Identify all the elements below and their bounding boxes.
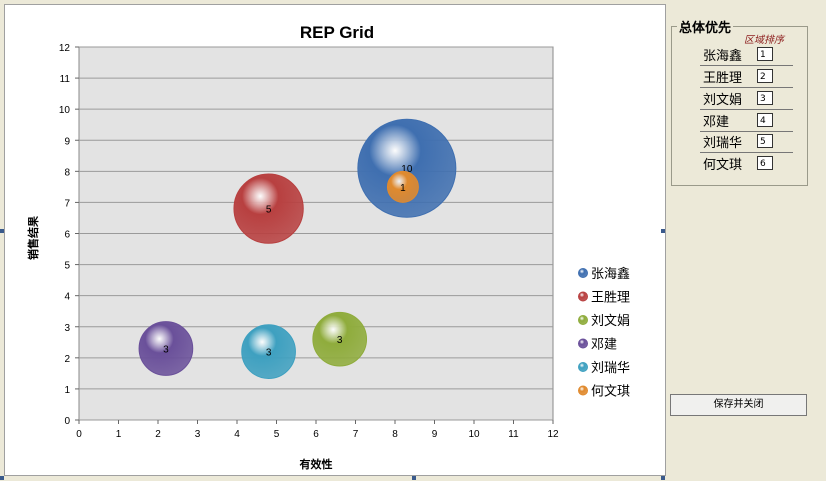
y-tick-label: 11 [60,74,71,85]
x-tick-label: 4 [234,429,240,440]
chart-panel: 0 1 2 3 4 5 6 7 8 9 10 11 12 0 1 2 3 4 5 6 7 8 9 10 11 12 10 5 3 3 3 1… [4,4,666,476]
y-tick-label: 8 [64,167,70,178]
rank-input[interactable]: 2 [757,69,773,83]
legend-label: 张海鑫 [591,266,630,282]
bubble-label: 5 [266,205,272,216]
legend-marker [578,315,588,325]
x-tick-label: 5 [274,429,280,440]
x-axis-label: 有效性 [300,457,333,471]
bubble-6 [386,170,419,203]
x-tick-label: 6 [313,429,319,440]
y-tick-label: 3 [64,323,70,334]
rank-input[interactable]: 3 [757,91,773,105]
chart-title: REP Grid [300,23,374,42]
rank-name: 刘文娟 [703,93,743,108]
rank-row: 张海鑫 1 [700,45,793,66]
priority-group-box [671,26,808,186]
x-tick-label: 0 [76,429,82,440]
region-sort-label: 区域排序 [744,35,784,46]
bubble-label: 3 [337,335,343,346]
y-tick-label: 9 [64,136,70,147]
resize-handle[interactable] [661,476,665,480]
rank-input[interactable]: 5 [757,134,773,148]
bubble-label: 3 [163,345,169,356]
rank-name: 何文琪 [703,158,743,173]
y-tick-label: 6 [64,230,70,241]
y-tick-label: 4 [64,292,70,303]
bubble-3 [312,311,368,367]
x-tick-label: 3 [195,429,201,440]
priority-group-title: 总体优先 [677,17,734,36]
x-tick-label: 10 [468,429,480,440]
x-tick-label: 12 [547,429,559,440]
resize-handle[interactable] [412,476,416,480]
legend-marker [578,338,588,349]
legend-label: 王胜理 [591,291,630,306]
legend-marker [578,268,588,278]
legend-label: 何文琪 [591,384,630,400]
x-tick-label: 7 [353,429,359,440]
rank-name: 邓建 [703,115,730,130]
y-tick-label: 10 [59,105,71,116]
bubble-label: 3 [266,348,272,359]
rank-name: 刘瑞华 [703,136,743,151]
y-tick-label: 2 [64,354,70,365]
rank-row: 刘文娟 3 [700,89,793,110]
legend-label: 刘文娟 [591,314,630,329]
rank-input[interactable]: 6 [757,156,773,170]
x-tick-label: 9 [432,429,438,440]
bubble-label: 1 [400,183,406,194]
save-and-close-button[interactable]: 保存并关闭 [670,394,807,416]
y-tick-label: 12 [59,43,71,54]
x-tick-label: 11 [508,429,519,440]
y-tick-label: 5 [64,261,70,272]
resize-handle[interactable] [0,476,4,480]
x-tick-label: 1 [116,429,122,440]
rank-row: 刘瑞华 5 [700,132,793,153]
rank-row: 王胜理 2 [700,67,793,88]
x-tick-label: 8 [392,429,398,440]
resize-handle[interactable] [0,229,4,233]
legend-marker [578,385,588,396]
bubble-5 [241,324,296,379]
y-axis-label: 销售结果 [26,216,40,260]
legend-marker [578,362,588,372]
bubble-1 [357,118,457,218]
y-tick-label: 7 [64,198,70,209]
y-tick-label: 1 [64,385,70,396]
rank-input[interactable]: 1 [757,47,773,61]
bubble-2 [233,173,304,244]
rank-row: 何文琪 6 [700,154,793,174]
rank-row: 邓建 4 [700,111,793,132]
legend-label: 邓建 [591,338,617,353]
rank-name: 张海鑫 [703,49,743,64]
bubble-label: 10 [401,164,413,175]
legend-label: 刘瑞华 [591,361,630,376]
rank-name: 王胜理 [703,71,743,86]
y-tick-label: 0 [64,416,70,427]
bubble-4 [138,321,194,376]
x-tick-label: 2 [155,429,161,440]
legend-marker [578,291,588,302]
rank-input[interactable]: 4 [757,113,773,127]
resize-handle[interactable] [661,229,665,233]
